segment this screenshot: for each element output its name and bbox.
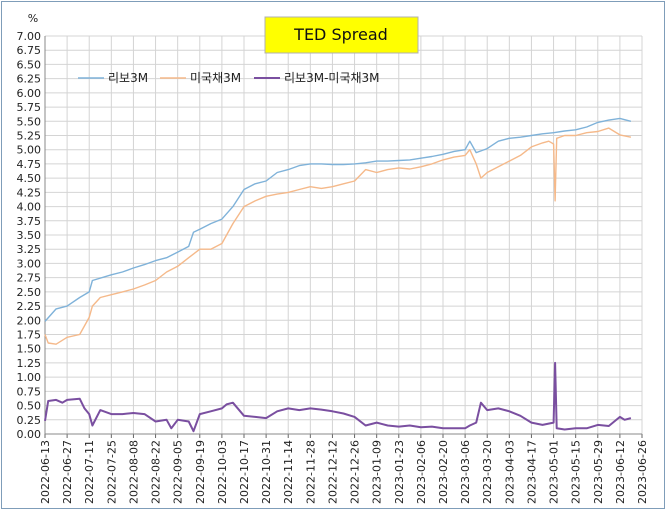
x-tick-label: 2023-06-26 (636, 440, 649, 504)
x-tick-label: 2023-03-20 (481, 440, 494, 504)
x-tick-label: 2023-05-29 (592, 440, 605, 504)
y-tick-label: 3.00 (17, 257, 42, 270)
x-tick-label: 2022-07-25 (105, 440, 118, 504)
y-tick-label: 4.25 (17, 186, 42, 199)
x-tick-label: 2022-06-27 (61, 440, 74, 504)
y-tick-label: 4.50 (17, 172, 42, 185)
x-tick-label: 2023-05-15 (570, 440, 583, 504)
y-tick-label: 5.25 (17, 130, 42, 143)
y-tick-label: 5.75 (17, 101, 42, 114)
x-tick-label: 2022-12-12 (326, 440, 339, 504)
series-line-3 (44, 361, 632, 433)
y-tick-label: 4.75 (17, 158, 42, 171)
x-tick-label: 2022-11-28 (304, 440, 317, 504)
chart-title: TED Spread (293, 25, 388, 44)
x-tick-label: 2022-08-08 (127, 440, 140, 504)
x-tick-label: 2023-06-12 (614, 440, 627, 504)
y-tick-label: 2.00 (17, 314, 42, 327)
x-tick-label: 2022-10-31 (260, 440, 273, 504)
x-tick-label: 2022-11-14 (282, 440, 295, 504)
y-tick-label: 3.50 (17, 229, 42, 242)
y-tick-label: 1.25 (17, 357, 42, 370)
y-tick-label: 2.75 (17, 272, 42, 285)
y-tick-label: 7.00 (17, 30, 42, 43)
x-tick-label: 2023-03-06 (459, 440, 472, 504)
x-tick-label: 2022-09-19 (194, 440, 207, 504)
x-tick-label: 2022-10-03 (216, 440, 229, 504)
legend-label-3: 리보3M-미국채3M (284, 71, 380, 85)
x-tick-label: 2022-09-05 (172, 440, 185, 504)
y-tick-label: 4.00 (17, 201, 42, 214)
x-tick-label: 2023-02-20 (437, 440, 450, 504)
grid-lines (44, 35, 643, 435)
y-tick-label: 1.75 (17, 329, 42, 342)
y-tick-label: 6.75 (17, 44, 42, 57)
x-tick-label: 2023-05-01 (548, 440, 561, 504)
x-tick-label: 2023-01-23 (393, 440, 406, 504)
x-tick-label: 2023-04-17 (525, 440, 538, 504)
legend-label-1: 리보3M (108, 71, 148, 85)
x-tick-label: 2022-12-26 (349, 440, 362, 504)
y-tick-label: 0.00 (17, 428, 42, 441)
y-tick-label: 6.00 (17, 87, 42, 100)
legend-label-2: 미국채3M (190, 71, 241, 85)
series-lines (44, 117, 632, 433)
axes: 0.000.250.50 0.751.001.251.501.75 2.002.25… (17, 30, 650, 504)
y-tick-label: 6.25 (17, 73, 42, 86)
y-tick-label: 5.50 (17, 115, 42, 128)
y-tick-label: 5.00 (17, 144, 42, 157)
y-tick-label: 3.25 (17, 243, 42, 256)
x-tick-label: 2023-01-09 (371, 440, 384, 504)
x-tick-label: 2022-07-11 (83, 440, 96, 504)
y-tick-label: 0.75 (17, 385, 42, 398)
x-tick-label: 2023-02-06 (415, 440, 428, 504)
series-line-1 (44, 117, 632, 322)
x-tick-label: 2023-04-03 (503, 440, 516, 504)
x-tick-label: 2022-10-17 (238, 440, 251, 504)
y-tick-label: 2.25 (17, 300, 42, 313)
legend: 리보3M 미국채3M 리보3M-미국채3M (78, 71, 380, 85)
y-tick-label: 2.50 (17, 286, 42, 299)
y-tick-label: 1.00 (17, 371, 42, 384)
chart-title-box: TED Spread (264, 16, 419, 54)
y-axis-unit-label: % (28, 12, 38, 25)
x-tick-label: 2022-06-13 (39, 440, 52, 504)
y-tick-label: 6.50 (17, 58, 42, 71)
series-line-2 (44, 127, 632, 345)
y-tick-label: 3.75 (17, 215, 42, 228)
y-tick-label: 0.50 (17, 400, 42, 413)
title-background (264, 16, 419, 54)
y-tick-label: 1.50 (17, 343, 42, 356)
y-tick-label: 0.25 (17, 414, 42, 427)
x-tick-label: 2022-08-22 (150, 440, 163, 504)
